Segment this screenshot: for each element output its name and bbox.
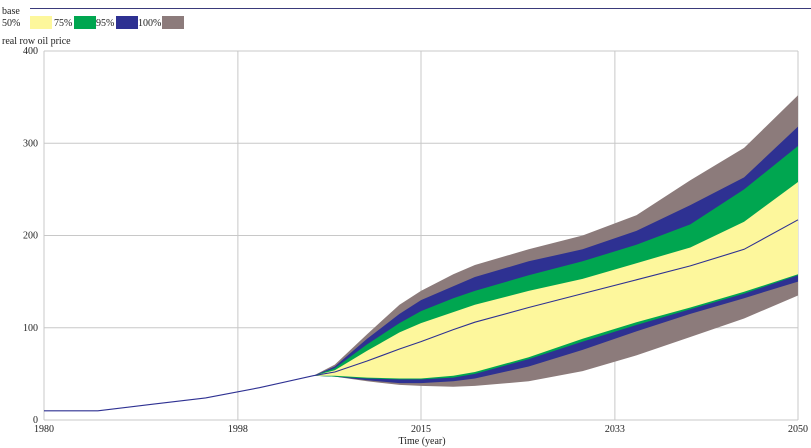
y-tick-label: 100 bbox=[23, 323, 38, 334]
chart-title: real row oil price bbox=[2, 36, 71, 47]
x-axis-label: Time (year) bbox=[398, 436, 445, 447]
legend-label-95: 95% bbox=[96, 18, 114, 29]
y-tick-label: 0 bbox=[33, 415, 38, 426]
x-tick-label: 2050 bbox=[788, 424, 808, 435]
bands bbox=[44, 95, 798, 411]
legend-label-50: 50% bbox=[2, 18, 20, 29]
legend-swatch-100 bbox=[162, 16, 184, 29]
y-tick-label: 200 bbox=[23, 231, 38, 242]
axes: 1980 1998 2015 2033 2050 0 100 200 300 400 bbox=[23, 46, 808, 435]
legend-swatch-50 bbox=[30, 16, 52, 29]
legend-label-75: 75% bbox=[54, 18, 72, 29]
legend-swatch-95 bbox=[116, 16, 138, 29]
x-tick-label: 2033 bbox=[605, 424, 625, 435]
legend-label-100: 100% bbox=[138, 18, 161, 29]
band-50-percent bbox=[44, 182, 798, 411]
series-lines bbox=[44, 219, 799, 412]
x-tick-label: 2015 bbox=[411, 424, 431, 435]
y-tick-label: 300 bbox=[23, 138, 38, 149]
x-tick-label: 1998 bbox=[228, 424, 248, 435]
run-label: base bbox=[2, 6, 20, 17]
series-line-base bbox=[44, 219, 799, 412]
legend-swatch-75 bbox=[74, 16, 96, 29]
x-tick-label: 1980 bbox=[34, 424, 54, 435]
legend: 50% 75% 95% 100% bbox=[2, 16, 184, 29]
y-tick-label: 400 bbox=[23, 46, 38, 57]
band-95-percent bbox=[44, 126, 798, 411]
